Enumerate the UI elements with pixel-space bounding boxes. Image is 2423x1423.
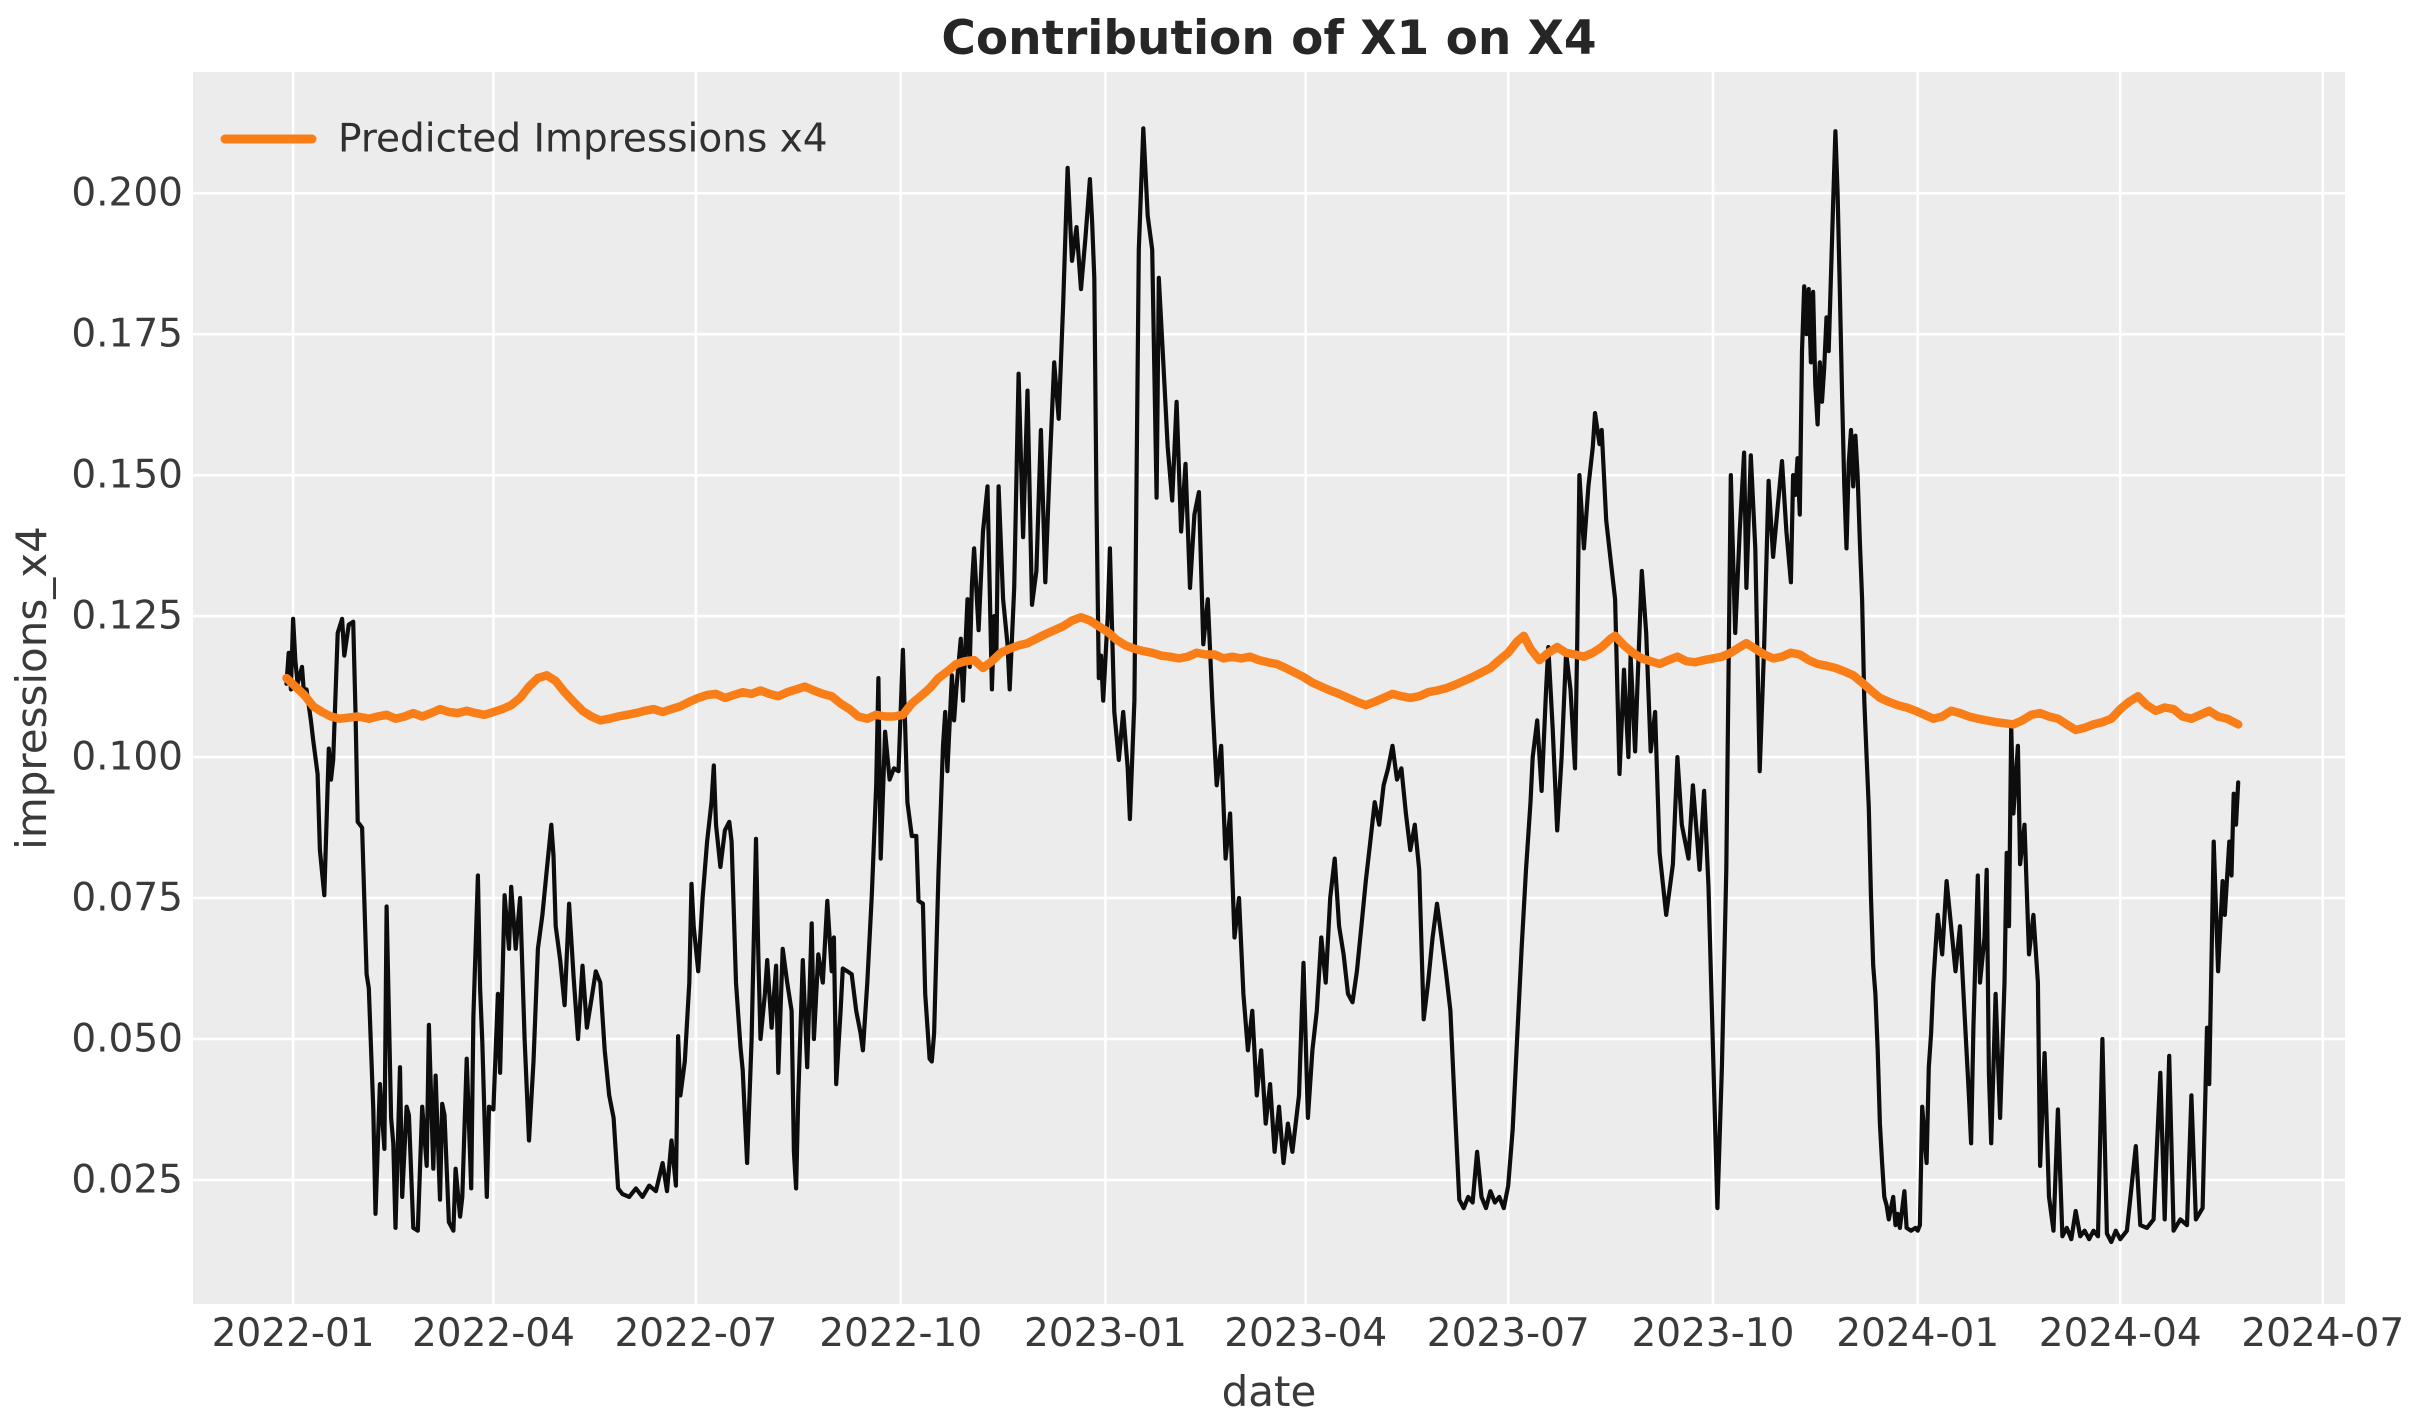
x-tick-label: 2022-04 bbox=[412, 1311, 575, 1356]
x-tick-label: 2024-04 bbox=[2039, 1311, 2202, 1356]
x-tick-label: 2023-01 bbox=[1024, 1311, 1187, 1356]
y-tick-label: 0.200 bbox=[71, 171, 183, 216]
series-lines bbox=[282, 126, 2243, 1245]
y-tick-label: 0.075 bbox=[71, 876, 183, 921]
x-tick-labels: 2022-01 2022-04 2022-07 2022-10 2023-01 2023-… bbox=[212, 1311, 2405, 1356]
x-axis-label: date bbox=[1222, 1367, 1317, 1416]
x-tick-label: 2023-10 bbox=[1631, 1311, 1794, 1356]
y-tick-label: 0.050 bbox=[71, 1016, 183, 1061]
legend: Predicted Impressions x4 bbox=[220, 117, 828, 162]
x-tick-label: 2024-01 bbox=[1836, 1311, 1999, 1356]
y-tick-label: 0.175 bbox=[71, 312, 183, 357]
x-tick-label: 2022-07 bbox=[614, 1311, 777, 1356]
y-axis-label: impressions_x4 bbox=[7, 526, 56, 850]
plot-background bbox=[193, 72, 2345, 1304]
y-tick-labels: 0.025 0.050 0.075 0.100 0.125 0.150 0.175 0.200 bbox=[71, 171, 183, 1203]
series-line-predicted bbox=[282, 612, 2243, 735]
chart-title: Contribution of X1 on X4 bbox=[941, 11, 1596, 66]
x-tick-label: 2022-10 bbox=[819, 1311, 982, 1356]
y-tick-label: 0.125 bbox=[71, 594, 183, 639]
y-tick-label: 0.100 bbox=[71, 735, 183, 780]
x-tick-label: 2023-07 bbox=[1427, 1311, 1590, 1356]
x-tick-label: 2024-07 bbox=[2241, 1311, 2404, 1356]
series-line-actual bbox=[284, 126, 2241, 1245]
y-tick-label: 0.025 bbox=[71, 1157, 183, 1202]
y-tick-label: 0.150 bbox=[71, 453, 183, 498]
x-tick-label: 2023-04 bbox=[1224, 1311, 1387, 1356]
x-tick-label: 2022-01 bbox=[212, 1311, 375, 1356]
legend-label: Predicted Impressions x4 bbox=[338, 117, 828, 162]
